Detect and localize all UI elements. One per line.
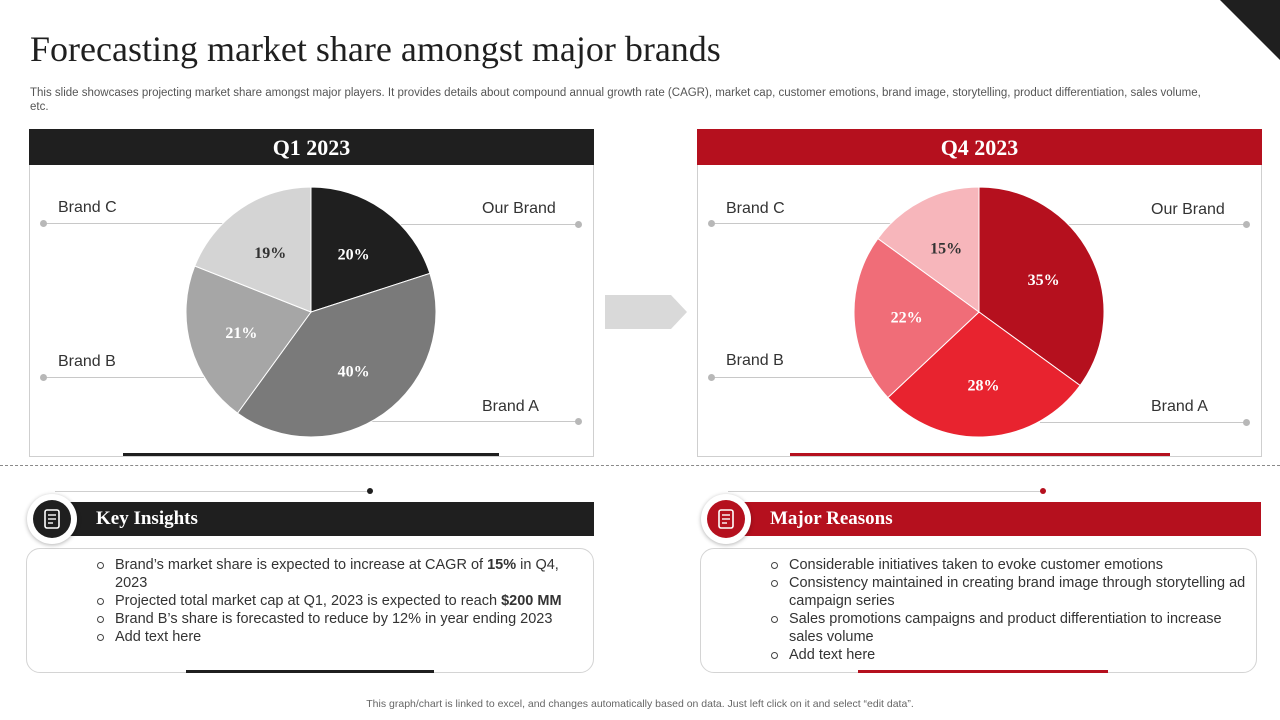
q1-label-brand-b: Brand B — [58, 353, 116, 370]
q4-leader-our-brand — [1040, 224, 1248, 225]
pie-slice-brand-c — [877, 186, 980, 313]
bullet-item: Add text here — [95, 628, 565, 646]
q4-dot-brand-c — [708, 220, 715, 227]
q1-leader-brand-a — [370, 421, 580, 422]
page-title: Forecasting market share amongst major b… — [30, 29, 721, 69]
footer-note: This graph/chart is linked to excel, and… — [366, 698, 914, 710]
pie-slice-our-brand — [978, 186, 1105, 387]
reasons-box — [700, 548, 1257, 673]
bullet-item: Sales promotions campaigns and product d… — [769, 610, 1254, 646]
q4-dot-brand-b — [708, 374, 715, 381]
insights-badge — [27, 494, 77, 544]
pie-slice-brand-c — [194, 186, 312, 313]
q1-label-brand-a: Brand A — [482, 398, 539, 415]
bullet-item: Add text here — [769, 646, 1254, 664]
pie-value-label: 40% — [338, 364, 370, 381]
insights-top-line — [55, 491, 370, 492]
reasons-top-dot — [1040, 488, 1046, 494]
insights-header: Key Insights — [54, 502, 594, 536]
bullet-highlight: $200 MM — [501, 593, 562, 609]
corner-decoration — [1220, 0, 1280, 60]
reasons-header: Major Reasons — [728, 502, 1261, 536]
q4-label-brand-b: Brand B — [726, 352, 784, 369]
q4-pie-chart: 35% 28% 22% 15% — [853, 186, 1105, 438]
reasons-top-line — [728, 491, 1043, 492]
reasons-title: Major Reasons — [770, 508, 893, 529]
q1-leader-brand-c — [44, 223, 274, 224]
insights-box — [26, 548, 594, 673]
bullet-item: Considerable initiatives taken to evoke … — [769, 556, 1254, 574]
bullet-item: Brand B’s share is forecasted to reduce … — [95, 610, 565, 628]
bullet-highlight: 15% — [487, 557, 517, 573]
section-divider — [0, 465, 1280, 466]
q4-leader-brand-b — [712, 377, 882, 378]
q4-label-our-brand: Our Brand — [1151, 201, 1225, 218]
pie-slice-brand-a — [887, 311, 1081, 438]
pie-value-label: 35% — [1028, 272, 1060, 289]
q4-dot-our-brand — [1243, 221, 1250, 228]
q4-leader-brand-c — [712, 223, 902, 224]
document-icon — [707, 500, 745, 538]
insights-title: Key Insights — [96, 508, 198, 529]
document-icon — [33, 500, 71, 538]
q4-label-brand-c: Brand C — [726, 200, 785, 217]
pie-value-label: 19% — [254, 245, 286, 262]
insights-top-dot — [367, 488, 373, 494]
q1-pie-chart: 20% 40% 21% 19% — [185, 186, 437, 438]
q1-panel-underline — [123, 453, 499, 456]
q4-dot-brand-a — [1243, 419, 1250, 426]
reasons-list: Considerable initiatives taken to evoke … — [769, 556, 1254, 664]
q4-panel-underline — [790, 453, 1170, 456]
q1-leader-brand-b — [44, 377, 204, 378]
pie-value-label: 20% — [338, 246, 370, 263]
q4-panel-header: Q4 2023 — [697, 129, 1262, 166]
q4-leader-brand-a — [1040, 422, 1248, 423]
bullet-item: Consistency maintained in creating brand… — [769, 574, 1254, 610]
bullet-item: Projected total market cap at Q1, 2023 i… — [95, 592, 565, 610]
pie-value-label: 15% — [930, 240, 962, 257]
pie-slice-brand-b — [853, 237, 980, 399]
page-subtitle: This slide showcases projecting market s… — [30, 87, 1201, 113]
pie-slice-brand-b — [185, 265, 312, 414]
q1-label-our-brand: Our Brand — [482, 200, 556, 217]
bullet-item: Brand’s market share is expected to incr… — [95, 556, 565, 592]
reasons-badge — [701, 494, 751, 544]
pie-slice-our-brand — [310, 186, 431, 313]
q1-label-brand-c: Brand C — [58, 199, 117, 216]
pie-value-label: 28% — [968, 377, 1000, 394]
q1-dot-brand-c — [40, 220, 47, 227]
pie-value-label: 21% — [225, 325, 257, 342]
right-arrow-icon — [605, 295, 687, 329]
q1-panel-header: Q1 2023 — [29, 129, 594, 166]
insights-list: Brand’s market share is expected to incr… — [95, 556, 565, 646]
insights-underline — [186, 670, 434, 673]
reasons-underline — [858, 670, 1108, 673]
q1-dot-our-brand — [575, 221, 582, 228]
pie-slice-brand-a — [236, 272, 437, 438]
q1-dot-brand-a — [575, 418, 582, 425]
q4-label-brand-a: Brand A — [1151, 398, 1208, 415]
q1-leader-our-brand — [370, 224, 580, 225]
pie-value-label: 22% — [891, 310, 923, 327]
q1-dot-brand-b — [40, 374, 47, 381]
